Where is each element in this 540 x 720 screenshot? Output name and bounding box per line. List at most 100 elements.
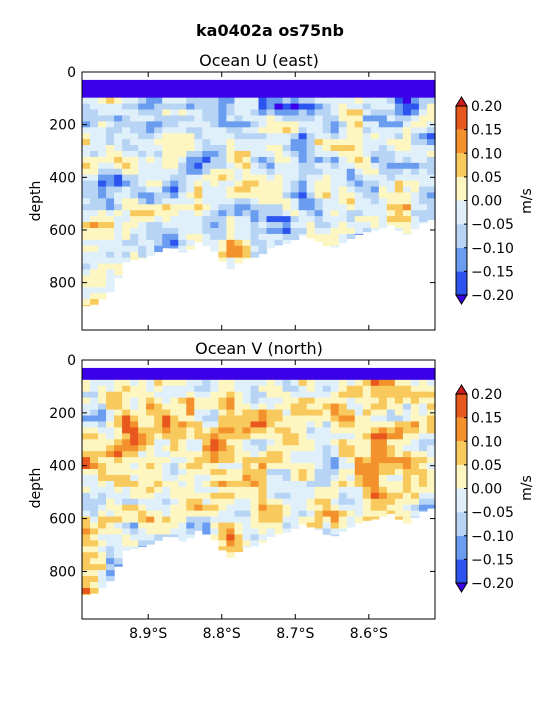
contour-cell <box>234 457 244 464</box>
contour-cell <box>274 97 284 105</box>
contour-cell <box>250 91 260 99</box>
contour-cell <box>98 103 107 111</box>
contour-cell <box>202 510 211 518</box>
contour-cell <box>282 139 292 146</box>
contour-cell <box>298 486 308 494</box>
contour-cell <box>394 474 404 482</box>
contour-cell <box>242 540 252 547</box>
contour-cell <box>218 186 228 194</box>
contour-cell <box>370 486 380 494</box>
contour-cell <box>402 522 412 524</box>
contour-cell <box>122 373 131 381</box>
contour-cell <box>90 281 99 288</box>
colorbar-tick-label: 0.15 <box>471 411 502 427</box>
contour-cell <box>354 79 364 87</box>
contour-cell <box>226 391 236 399</box>
contour-cell <box>402 79 412 87</box>
contour-cell <box>114 121 123 128</box>
contour-cell <box>170 486 179 494</box>
contour-cell <box>218 133 228 140</box>
figure-title: ka0402a os75nb <box>196 21 344 40</box>
contour-cell <box>210 421 219 428</box>
contour-cell <box>370 198 380 205</box>
contour-cell <box>234 227 244 235</box>
contour-cell <box>322 180 332 188</box>
contour-cell <box>154 180 163 188</box>
contour-cell <box>138 251 147 259</box>
contour-cell <box>282 469 292 476</box>
contour-cell <box>338 439 348 446</box>
contour-cell <box>82 510 91 518</box>
contour-cell <box>234 222 244 229</box>
contour-cell <box>194 486 203 494</box>
contour-cell <box>378 385 388 393</box>
colorbar-extend-top <box>455 96 468 107</box>
contour-cell <box>314 186 324 194</box>
contour-cell <box>218 174 228 182</box>
contour-cell <box>154 415 163 423</box>
contour-cell <box>226 245 236 253</box>
contour-cell <box>298 403 308 411</box>
contour-cell <box>330 510 340 518</box>
contour-cell <box>274 421 284 428</box>
contour-cell <box>242 245 252 253</box>
contour-cell <box>154 486 163 494</box>
contour-cell <box>82 79 91 87</box>
contour-cell <box>330 109 340 117</box>
contour-cell <box>122 385 131 393</box>
contour-cell <box>234 127 244 134</box>
contour-cell <box>162 486 171 494</box>
contour-cell <box>226 552 236 558</box>
contour-cell <box>394 397 404 405</box>
contour-cell <box>362 409 372 417</box>
contour-cell <box>186 103 195 111</box>
contour-cell <box>282 216 292 223</box>
contour-cell <box>306 145 316 152</box>
contour-cell <box>210 451 219 458</box>
panel-v-colorbar-unit: m/s <box>519 475 535 501</box>
contour-cell <box>162 492 171 500</box>
contour-cell <box>114 216 123 223</box>
contour-cell <box>138 216 147 223</box>
contour-cell <box>138 85 147 93</box>
contour-cell <box>314 492 324 500</box>
contour-cell <box>138 150 147 158</box>
contour-cell <box>146 192 155 199</box>
contour-cell <box>306 451 316 458</box>
contour-cell <box>330 239 340 247</box>
contour-cell <box>298 227 308 235</box>
contour-cell <box>386 115 396 122</box>
contour-cell <box>162 204 171 211</box>
contour-cell <box>162 227 171 235</box>
contour-cell <box>290 480 300 488</box>
contour-cell <box>106 245 115 253</box>
contour-cell <box>122 504 131 512</box>
contour-cell <box>98 582 107 589</box>
contour-cell <box>242 409 252 417</box>
contour-cell <box>170 186 179 194</box>
contour-cell <box>114 421 123 428</box>
contour-cell <box>322 133 332 140</box>
contour-cell <box>146 534 155 541</box>
contour-cell <box>386 373 396 381</box>
contour-cell <box>290 85 300 93</box>
contour-cell <box>90 222 99 229</box>
contour-cell <box>266 133 276 140</box>
colorbar-segment <box>456 247 467 272</box>
contour-cell <box>130 156 139 164</box>
contour-cell <box>106 145 115 152</box>
contour-cell <box>274 480 284 488</box>
contour-cell <box>90 433 99 440</box>
contour-cell <box>362 210 372 217</box>
contour-cell <box>250 391 260 399</box>
contour-cell <box>354 204 364 211</box>
contour-cell <box>90 522 99 530</box>
contour-cell <box>282 403 292 411</box>
contour-cell <box>82 373 91 381</box>
contour-cell <box>82 522 91 530</box>
contour-cell <box>122 156 131 164</box>
contour-cell <box>90 463 99 470</box>
contour-cell <box>346 421 356 428</box>
contour-cell <box>266 409 276 417</box>
contour-cell <box>290 373 300 381</box>
